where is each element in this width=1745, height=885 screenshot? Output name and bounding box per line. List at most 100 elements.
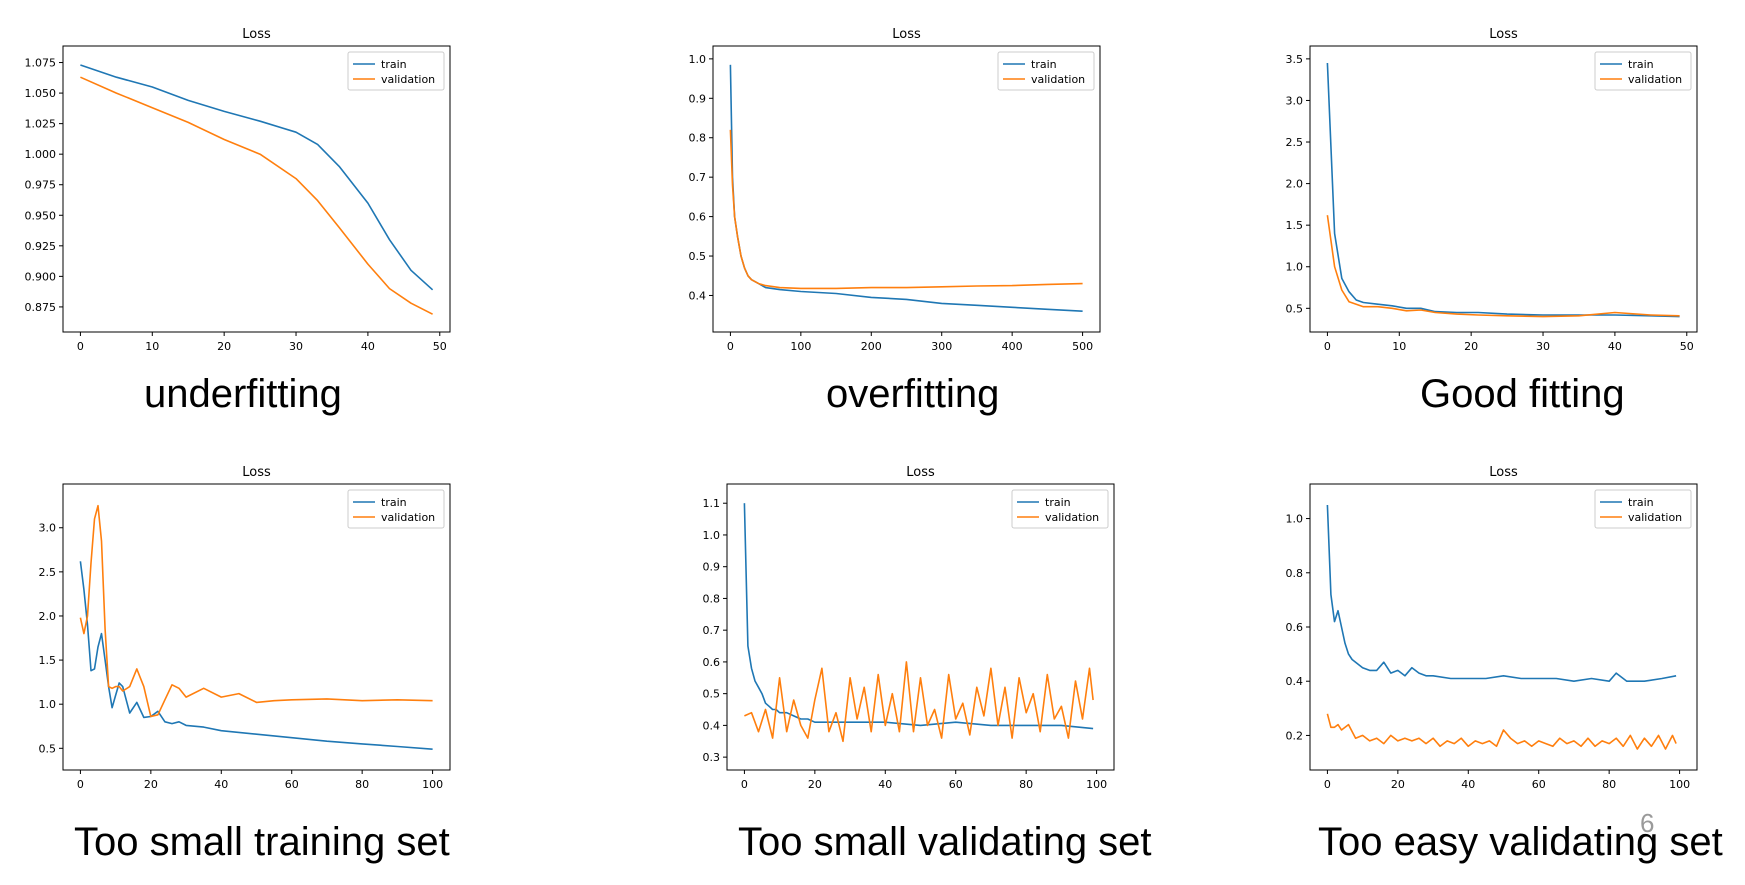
series-line-validation bbox=[729, 129, 1083, 290]
y-tick-label: 0.3 bbox=[703, 751, 721, 764]
y-tick-label: 3.5 bbox=[1286, 53, 1304, 66]
x-tick-label: 50 bbox=[433, 340, 447, 353]
legend-label-validation: validation bbox=[1628, 73, 1682, 86]
y-tick-label: 1.5 bbox=[1286, 219, 1304, 232]
y-tick-label: 0.4 bbox=[703, 719, 721, 732]
series-line-train bbox=[80, 64, 434, 291]
y-tick-label: 0.5 bbox=[39, 742, 57, 755]
x-tick-label: 100 bbox=[790, 340, 811, 353]
chart-5: Loss 0 20 40 60 80 100 0.3 0.4 0.5 0.6 0.7 0.8 0.9 1.0… bbox=[703, 465, 1115, 791]
x-tick-label: 80 bbox=[355, 778, 369, 791]
x-tick-label: 60 bbox=[1532, 778, 1546, 791]
chart-title: Loss bbox=[242, 27, 271, 42]
plot-frame bbox=[726, 483, 1115, 771]
legend-box bbox=[1594, 489, 1692, 529]
x-tick-label: 40 bbox=[878, 778, 892, 791]
x-tick-label: 20 bbox=[808, 778, 822, 791]
chart-3: Loss 0 10 20 30 40 50 0.5 1.0 1.5 2.0 2.5 3.0 3.5 trai… bbox=[1286, 27, 1698, 353]
caption-overfitting: overfitting bbox=[826, 372, 1000, 416]
y-tick-label: 0.4 bbox=[689, 289, 707, 302]
y-tick-label: 2.0 bbox=[39, 610, 57, 623]
x-tick-label: 40 bbox=[1461, 778, 1475, 791]
y-tick-label: 2.5 bbox=[1286, 136, 1304, 149]
series-line-train bbox=[1326, 504, 1677, 683]
y-tick-label: 0.950 bbox=[25, 209, 57, 222]
y-tick-label: 0.6 bbox=[703, 656, 721, 669]
x-tick-label: 400 bbox=[1002, 340, 1023, 353]
x-tick-label: 0 bbox=[741, 778, 748, 791]
y-tick-label: 0.900 bbox=[25, 270, 57, 283]
y-tick-label: 0.7 bbox=[689, 171, 707, 184]
legend-box bbox=[347, 51, 445, 91]
legend-label-train: train bbox=[1045, 496, 1071, 509]
y-tick-label: 1.0 bbox=[1286, 261, 1304, 274]
legend-label-validation: validation bbox=[1628, 511, 1682, 524]
series-line-validation bbox=[79, 504, 433, 718]
y-tick-label: 3.0 bbox=[39, 522, 57, 535]
y-tick-label: 0.8 bbox=[1286, 567, 1304, 580]
caption-underfitting: underfitting bbox=[144, 372, 342, 416]
y-tick-label: 1.0 bbox=[1286, 513, 1304, 526]
x-tick-label: 60 bbox=[285, 778, 299, 791]
x-tick-label: 0 bbox=[1324, 778, 1331, 791]
series-line-train bbox=[729, 64, 1083, 312]
x-tick-label: 0 bbox=[77, 778, 84, 791]
y-tick-label: 3.0 bbox=[1286, 94, 1304, 107]
series-line-train bbox=[79, 561, 433, 750]
y-tick-label: 0.4 bbox=[1286, 675, 1304, 688]
y-tick-label: 1.000 bbox=[25, 148, 57, 161]
x-tick-label: 40 bbox=[214, 778, 228, 791]
chart-title: Loss bbox=[906, 465, 935, 480]
x-tick-label: 20 bbox=[1464, 340, 1478, 353]
x-tick-label: 0 bbox=[1324, 340, 1331, 353]
y-tick-label: 0.8 bbox=[703, 592, 721, 605]
y-tick-label: 0.6 bbox=[689, 211, 707, 224]
page-number: 6 bbox=[1640, 808, 1655, 838]
series-line-validation bbox=[80, 76, 433, 315]
y-tick-label: 2.5 bbox=[39, 566, 57, 579]
x-tick-label: 20 bbox=[217, 340, 231, 353]
y-tick-label: 1.0 bbox=[689, 53, 707, 66]
series-line-train bbox=[1326, 62, 1680, 318]
series-line-validation bbox=[1326, 215, 1680, 318]
y-tick-label: 0.925 bbox=[25, 240, 57, 253]
legend-label-train: train bbox=[381, 58, 407, 71]
x-tick-label: 80 bbox=[1602, 778, 1616, 791]
series-line-train bbox=[743, 503, 1094, 730]
x-tick-label: 50 bbox=[1680, 340, 1694, 353]
chart-title: Loss bbox=[1489, 465, 1518, 480]
chart-4: Loss 0 20 40 60 80 100 0.5 1.0 1.5 2.0 2.5 3.0 train v… bbox=[39, 465, 451, 791]
y-tick-label: 1.1 bbox=[703, 497, 721, 510]
legend-box bbox=[1011, 489, 1109, 529]
x-tick-label: 40 bbox=[1608, 340, 1622, 353]
x-tick-label: 100 bbox=[422, 778, 443, 791]
x-tick-label: 30 bbox=[1536, 340, 1550, 353]
y-tick-label: 0.2 bbox=[1286, 729, 1304, 742]
chart-1: Loss 0 10 20 30 40 50 0.875 0.900 0.925 0.950 0.975… bbox=[25, 27, 451, 353]
x-tick-label: 200 bbox=[861, 340, 882, 353]
legend-box bbox=[997, 51, 1095, 91]
legend-label-validation: validation bbox=[381, 73, 435, 86]
legend-label-train: train bbox=[1628, 58, 1654, 71]
chart-title: Loss bbox=[1489, 27, 1518, 42]
x-tick-label: 0 bbox=[727, 340, 734, 353]
plot-frame bbox=[1309, 483, 1698, 771]
y-tick-label: 0.9 bbox=[703, 561, 721, 574]
legend-box bbox=[347, 489, 445, 529]
caption-too-small-training-set: Too small training set bbox=[74, 820, 450, 864]
series-line-validation bbox=[1326, 713, 1677, 750]
chart-title: Loss bbox=[242, 465, 271, 480]
legend-label-validation: validation bbox=[1031, 73, 1085, 86]
y-tick-label: 1.025 bbox=[25, 118, 57, 131]
y-tick-label: 0.5 bbox=[689, 250, 707, 263]
caption-too-easy-validating-set: Too easy validating set bbox=[1318, 820, 1723, 864]
y-tick-label: 2.0 bbox=[1286, 178, 1304, 191]
y-tick-label: 1.0 bbox=[703, 529, 721, 542]
x-tick-label: 20 bbox=[1391, 778, 1405, 791]
legend-label-train: train bbox=[1031, 58, 1057, 71]
y-tick-label: 0.875 bbox=[25, 301, 57, 314]
caption-good-fitting: Good fitting bbox=[1420, 372, 1625, 416]
legend-label-validation: validation bbox=[381, 511, 435, 524]
x-tick-label: 10 bbox=[145, 340, 159, 353]
